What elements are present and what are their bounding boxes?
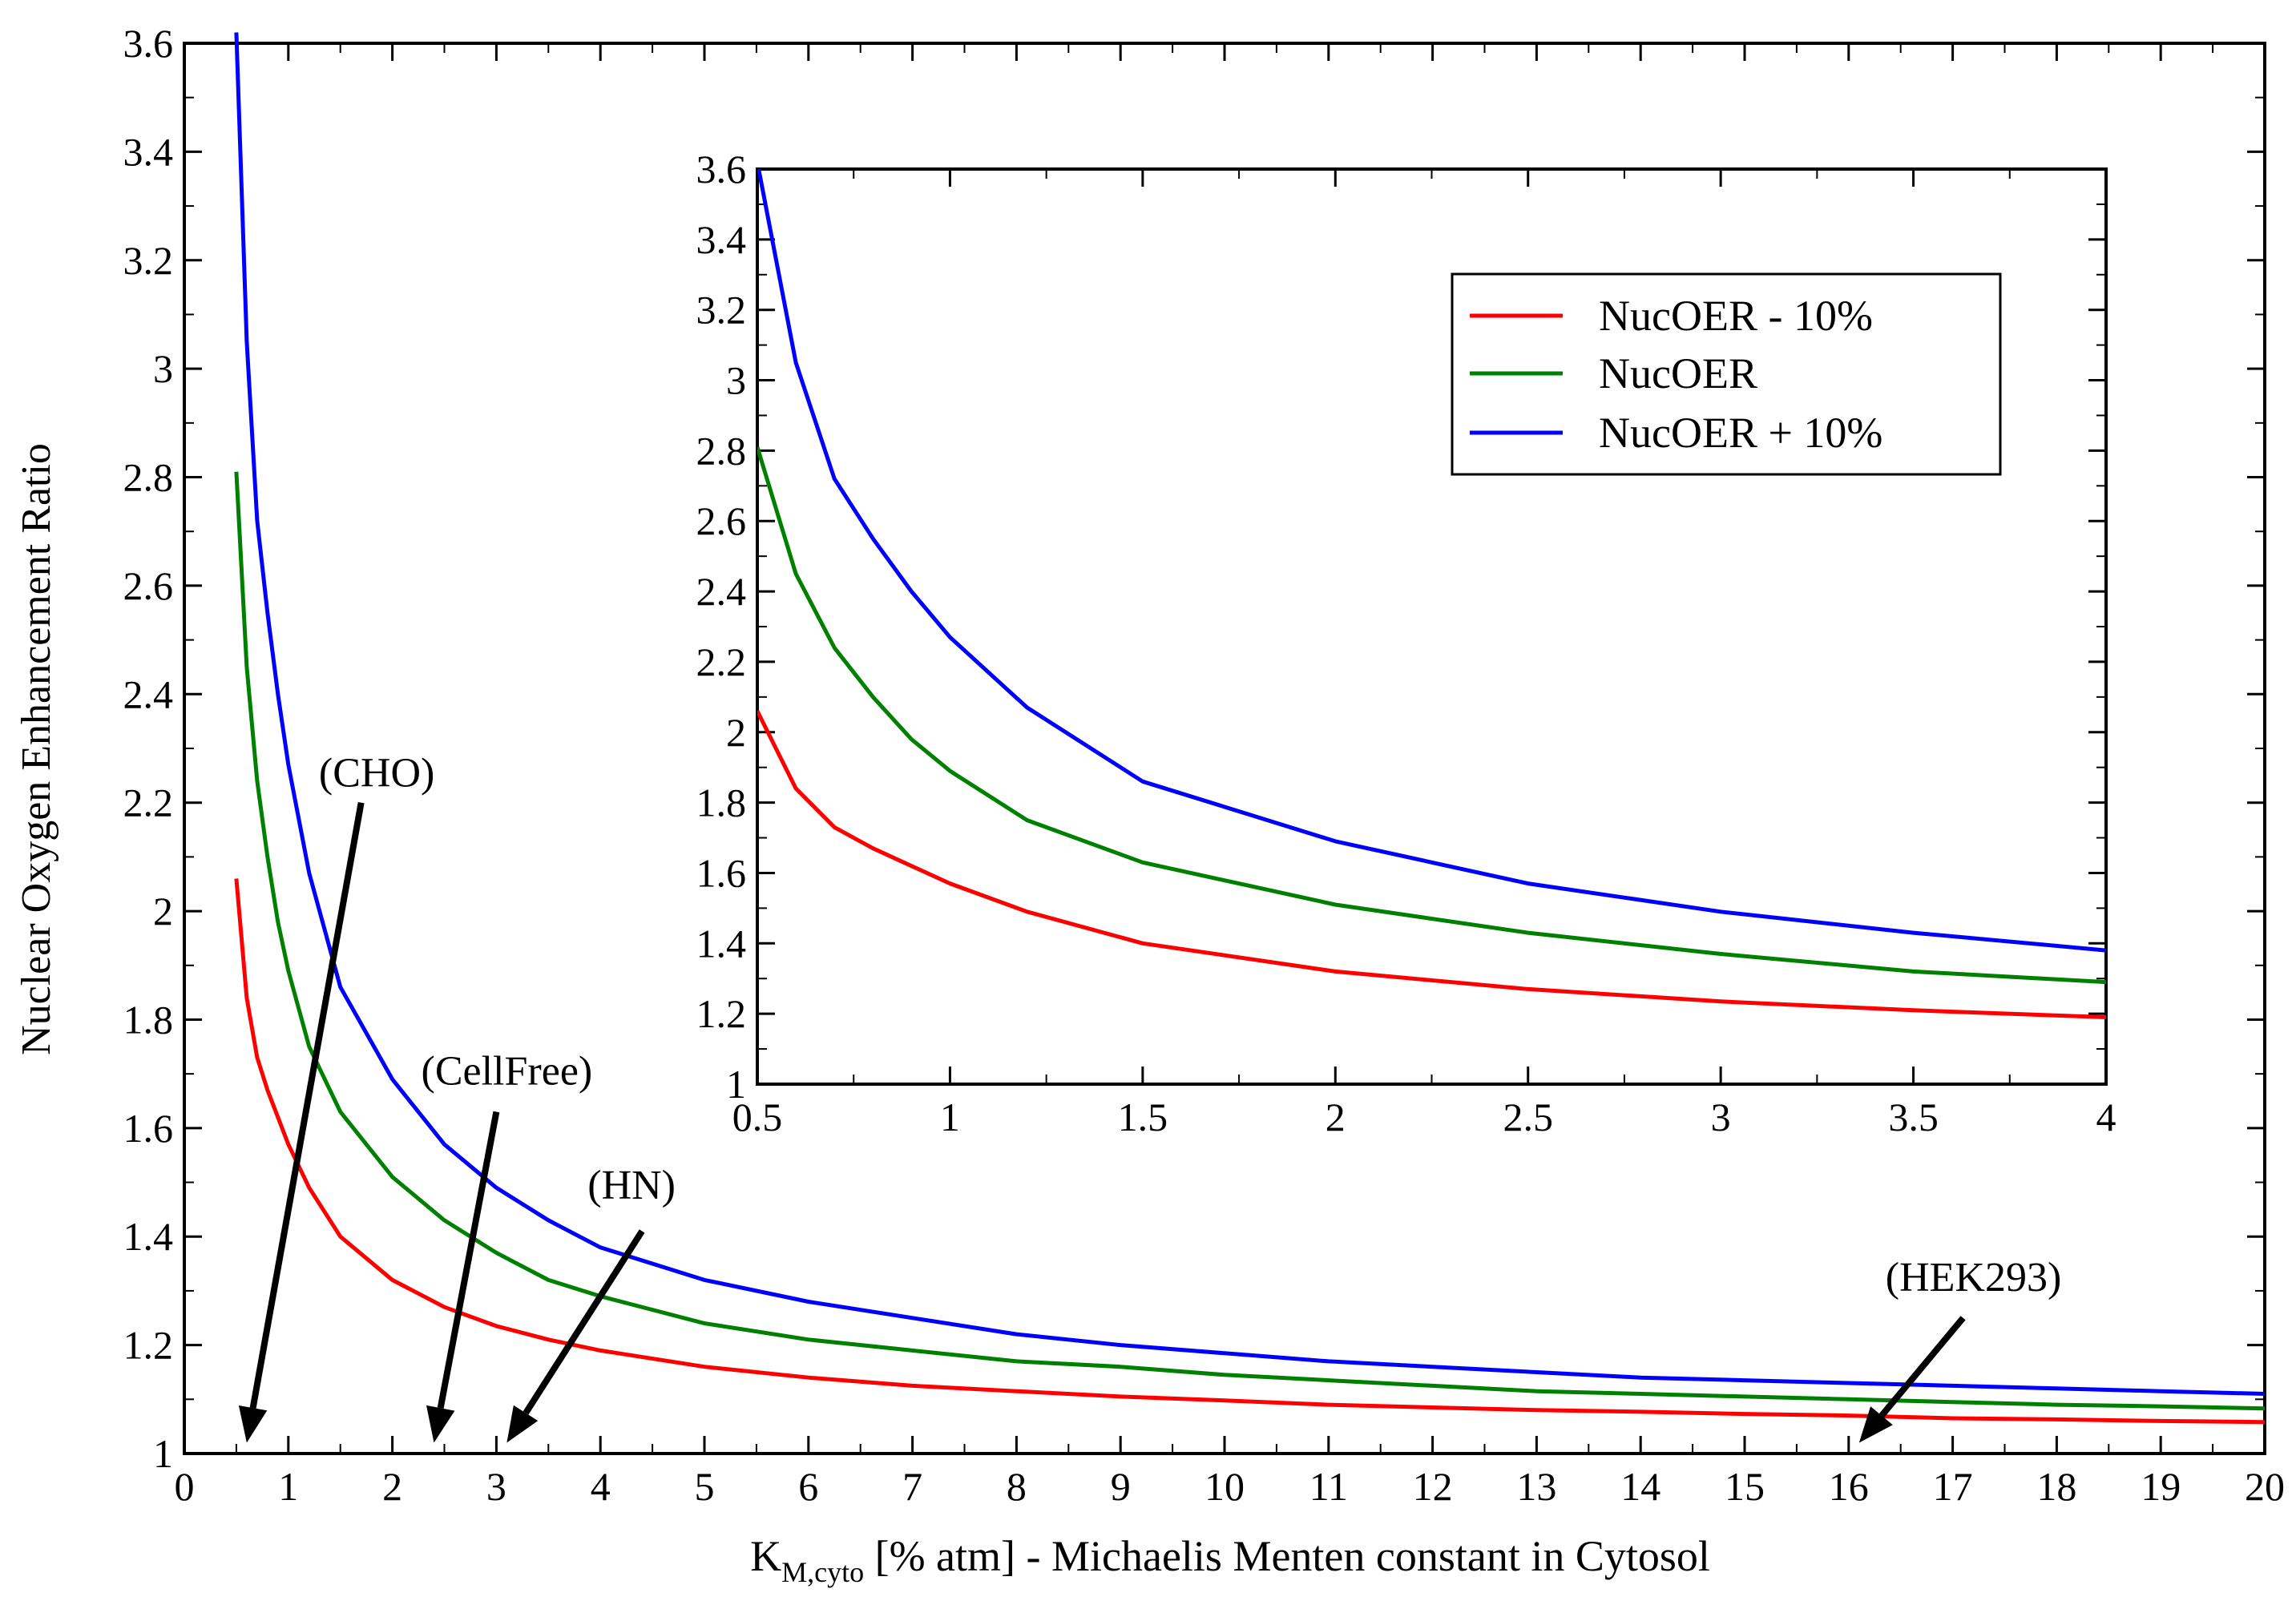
main-xtick-label: 12 xyxy=(1413,1464,1453,1509)
x-axis-label-rest: [% atm] - Michaelis Menten constant in C… xyxy=(864,1532,1710,1580)
x-axis-label: KM,cyto [% atm] - Michaelis Menten const… xyxy=(750,1532,1710,1588)
inset-ytick-label: 2.2 xyxy=(696,639,747,684)
inset-ytick-label: 3.4 xyxy=(696,217,747,262)
main-ytick-label: 1.4 xyxy=(123,1214,174,1259)
inset-xtick-label: 0.5 xyxy=(732,1095,783,1139)
annotation-arrow-shaft xyxy=(249,801,365,1409)
inset-ytick-label: 2.8 xyxy=(696,428,747,473)
main-xtick-label: 3 xyxy=(486,1464,506,1509)
x-axis-label-sub: M,cyto xyxy=(781,1556,864,1588)
main-xtick-label: 1 xyxy=(278,1464,298,1509)
main-axis-ticks xyxy=(183,42,2266,1455)
main-series-line-1 xyxy=(234,471,2266,1411)
inset-ytick-label: 1 xyxy=(726,1062,746,1107)
annotation-label: (HN) xyxy=(587,1163,676,1208)
main-ytick-label: 2 xyxy=(153,889,173,934)
inset-xtick-label: 3 xyxy=(1711,1095,1731,1139)
annotation-label: (HEK293) xyxy=(1886,1255,2062,1300)
inset-ytick-label: 3 xyxy=(726,358,746,403)
annotation-arrow-head xyxy=(426,1405,455,1443)
main-series-lines xyxy=(234,32,2266,1425)
main-ytick-label: 3.2 xyxy=(123,238,174,283)
main-xtick-label: 5 xyxy=(695,1464,715,1509)
main-ytick-label: 2.4 xyxy=(123,671,174,716)
main-xtick-label: 2 xyxy=(382,1464,402,1509)
main-xtick-label: 0 xyxy=(175,1464,195,1509)
annotation-label: (CellFree) xyxy=(422,1049,593,1095)
main-xtick-label: 16 xyxy=(1829,1464,1869,1509)
main-xtick-label: 9 xyxy=(1111,1464,1131,1509)
inset-ytick-label: 1.4 xyxy=(696,921,747,966)
main-ytick-label: 3 xyxy=(153,346,173,391)
inset-tick-labels: 0.5 1 1.5 2 2.5 3 3.5 411.21.41.61.822.22.42.62… xyxy=(696,147,2116,1139)
annotation-arrow-shaft xyxy=(523,1229,645,1415)
annotation-label: (CHO) xyxy=(319,750,434,796)
main-ytick-label: 3.4 xyxy=(123,129,174,174)
main-xtick-label: 11 xyxy=(1309,1464,1348,1509)
annotation-arrow-head xyxy=(238,1405,268,1443)
inset-ytick-label: 1.2 xyxy=(696,991,747,1036)
inset-series-line-2 xyxy=(757,169,2106,953)
legend: NucOER - 10% NucOER NucOER + 10% xyxy=(1451,272,2002,476)
main-series-line-2 xyxy=(234,32,2266,1396)
legend-label-blue: NucOER + 10% xyxy=(1599,409,1882,457)
inset-series-line-1 xyxy=(757,446,2106,985)
inset-ytick-label: 2 xyxy=(726,710,746,755)
annotation-arrow-head xyxy=(1858,1406,1893,1443)
main-xtick-label: 7 xyxy=(902,1464,922,1509)
x-axis-label-main: K xyxy=(750,1532,781,1580)
y-axis-label: Nuclear Oxygen Enhancement Ratio xyxy=(14,443,59,1055)
main-series-line-0 xyxy=(234,878,2266,1425)
inset-series-line-0 xyxy=(757,710,2106,1019)
inset-ytick-label: 3.2 xyxy=(696,288,747,333)
main-xtick-label: 4 xyxy=(591,1464,611,1509)
main-xtick-label: 8 xyxy=(1007,1464,1027,1509)
main-annotations: (CHO) (CellFree) (HN) (HEK293) xyxy=(238,750,2062,1443)
main-xtick-label: 17 xyxy=(1933,1464,1973,1509)
inset-ytick-label: 1.8 xyxy=(696,780,747,825)
annotation-arrow-head xyxy=(506,1405,539,1443)
main-xtick-label: 14 xyxy=(1620,1464,1660,1509)
main-ytick-label: 2.6 xyxy=(123,563,174,608)
annotation-arrow-shaft xyxy=(437,1111,500,1409)
main-ytick-label: 1 xyxy=(153,1431,173,1476)
inset-xtick-label: 2 xyxy=(1326,1095,1346,1139)
main-ytick-label: 2.2 xyxy=(123,780,174,825)
main-ytick-label: 3.6 xyxy=(123,21,174,66)
inset-ytick-label: 2.6 xyxy=(696,498,747,543)
main-xtick-label: 13 xyxy=(1516,1464,1556,1509)
inset-series-lines xyxy=(757,169,2106,1019)
main-ytick-label: 1.6 xyxy=(123,1106,174,1151)
legend-label-green: NucOER xyxy=(1599,349,1757,397)
main-ytick-label: 1.2 xyxy=(123,1323,174,1368)
inset-ytick-label: 2.4 xyxy=(696,569,747,614)
main-xtick-label: 6 xyxy=(798,1464,818,1509)
main-xtick-label: 18 xyxy=(2036,1464,2076,1509)
main-xtick-label: 20 xyxy=(2245,1464,2285,1509)
main-ytick-label: 2.8 xyxy=(123,455,174,500)
inset-xtick-label: 3.5 xyxy=(1888,1095,1939,1139)
inset-xtick-label: 1.5 xyxy=(1118,1095,1168,1139)
inset-ytick-label: 3.6 xyxy=(696,147,747,192)
inset-xtick-label: 4 xyxy=(2096,1095,2116,1139)
inset-ytick-label: 1.6 xyxy=(696,850,747,895)
main-xtick-label: 19 xyxy=(2141,1464,2181,1509)
main-tick-labels: 0 1 2 3 4 5 6 7 8 9 10 11 12 13 14 15 16 17 18 19 2011.21.41… xyxy=(123,21,2286,1509)
main-xtick-label: 10 xyxy=(1204,1464,1245,1509)
legend-label-red: NucOER - 10% xyxy=(1599,292,1873,340)
inset-xtick-label: 1 xyxy=(940,1095,960,1139)
main-xtick-label: 15 xyxy=(1725,1464,1765,1509)
inset-xtick-label: 2.5 xyxy=(1503,1095,1553,1139)
main-ytick-label: 1.8 xyxy=(123,997,174,1042)
annotation-arrow-shaft xyxy=(1878,1316,1966,1418)
